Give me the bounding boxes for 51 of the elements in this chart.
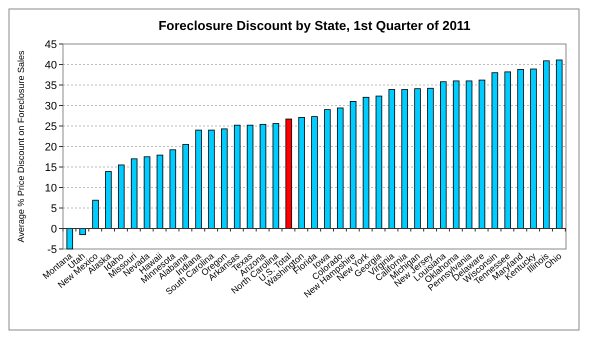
bar (260, 124, 266, 229)
bar (350, 101, 356, 229)
bar (272, 123, 280, 229)
bar (452, 80, 460, 229)
bar (336, 108, 344, 229)
bar (517, 69, 524, 229)
bar (504, 71, 512, 229)
bar (492, 72, 498, 229)
bar (466, 80, 472, 229)
y-tick-label: 0 (50, 223, 57, 236)
bar (208, 130, 215, 229)
bar (246, 124, 254, 229)
bar (362, 96, 370, 229)
bar (105, 171, 112, 229)
y-tick-label: 35 (44, 80, 57, 92)
chart-title: Foreclosure Discount by State, 1st Quarter of 2011 (158, 18, 471, 33)
bar (66, 228, 74, 250)
bar (440, 81, 447, 229)
bar (311, 116, 318, 229)
bar (195, 130, 202, 229)
y-tick-label: 30 (44, 100, 57, 112)
bar (221, 128, 228, 229)
bar (144, 156, 150, 229)
bar (556, 60, 563, 229)
bar (530, 68, 537, 229)
y-tick-label: 25 (44, 120, 57, 133)
y-tick-label: 45 (44, 38, 57, 51)
bar (376, 96, 382, 229)
bar (388, 89, 396, 229)
y-tick-label: 40 (44, 59, 57, 72)
bar (414, 88, 421, 229)
bar (298, 116, 305, 229)
bar (543, 60, 550, 229)
y-axis-title: Average % Price Discount on Foreclosure Sales (16, 50, 26, 242)
bar (401, 89, 408, 229)
y-tick-label: 20 (44, 141, 57, 154)
bar (92, 200, 99, 229)
bar (182, 144, 189, 229)
bar (118, 164, 125, 229)
bar (234, 124, 241, 229)
bar (427, 88, 434, 229)
bar (156, 154, 164, 229)
y-tick-label: 10 (44, 182, 57, 194)
y-tick-label: -5 (47, 244, 57, 256)
bar (324, 109, 331, 229)
bar (170, 149, 176, 229)
bar (130, 158, 138, 229)
bar (478, 80, 486, 229)
y-tick-label: 15 (44, 162, 57, 174)
y-tick-label: 5 (50, 202, 57, 215)
bar (285, 118, 292, 229)
